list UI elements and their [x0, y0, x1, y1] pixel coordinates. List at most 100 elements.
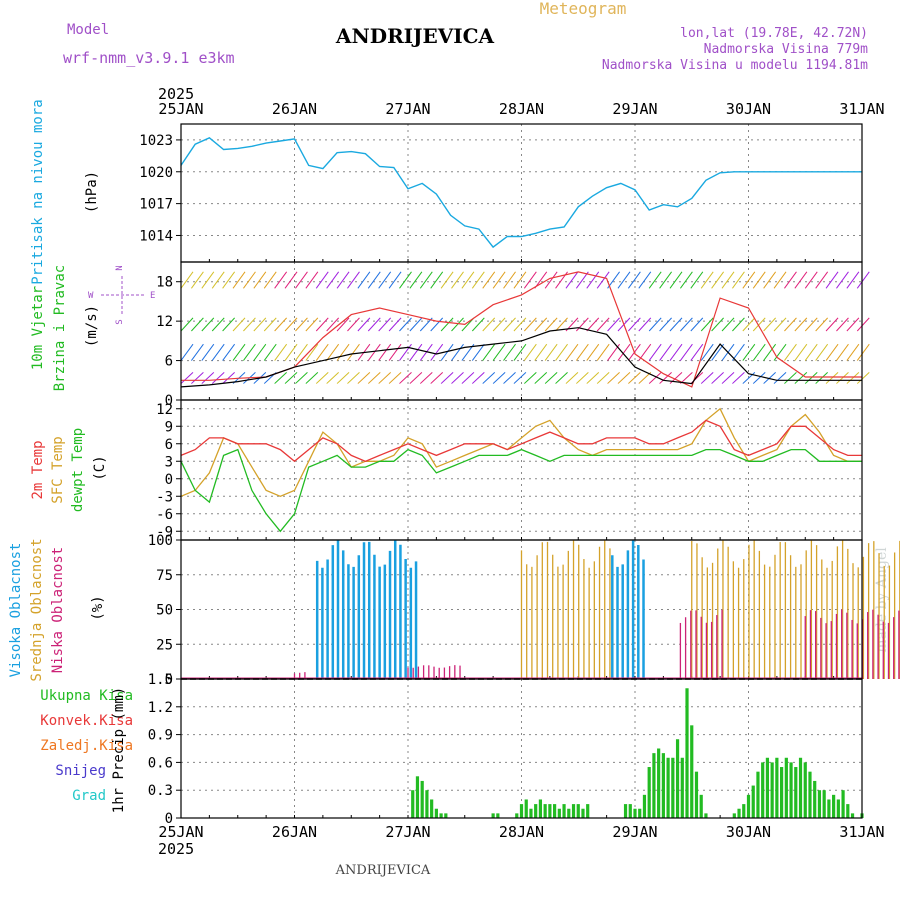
- wind-arrow: [232, 271, 246, 289]
- legend-grad: Grad: [72, 788, 106, 804]
- wind-arrow: [326, 343, 340, 361]
- wind-arrow: [451, 343, 464, 361]
- wind-arrow: [336, 317, 350, 332]
- wind-arrow: [523, 317, 537, 332]
- panel-precip: 0 0.3 0.6 0.9 1.2 1.5: [148, 672, 864, 827]
- ytick-label-2: 0.6: [148, 755, 173, 771]
- precip-bar: [425, 790, 429, 818]
- wind-arrow: [347, 317, 360, 332]
- precip-bar: [647, 767, 651, 818]
- wind-arrow: [794, 343, 808, 361]
- wind-arrow: [794, 271, 808, 289]
- wind-arrow: [638, 271, 652, 289]
- wind-arrow: [211, 372, 225, 384]
- wind-arrow: [596, 343, 610, 361]
- wind-arrow: [492, 317, 506, 332]
- top-date-5: 30JAN: [726, 100, 771, 118]
- wind-arrow: [295, 343, 308, 361]
- top-date-0: 25JAN: [158, 100, 203, 118]
- wind-arrow: [243, 343, 256, 361]
- page-title: ANDRIJEVICA: [335, 24, 495, 48]
- ytick-label-6: 9: [165, 419, 173, 435]
- wind-arrow: [700, 271, 714, 289]
- precip-bar: [529, 808, 533, 818]
- precip-bar: [822, 790, 826, 818]
- wind-arrow: [523, 343, 537, 361]
- wind-arrow: [773, 317, 787, 332]
- wind-arrow: [804, 317, 818, 332]
- wind-arrow: [711, 317, 724, 332]
- ytick-label-2: 12: [156, 314, 173, 330]
- wind-arrow: [191, 271, 204, 289]
- ytick-label-0: -9: [156, 524, 173, 540]
- precip-bar: [623, 804, 628, 818]
- wind-arrow: [451, 271, 464, 289]
- precip-bar: [666, 757, 670, 818]
- temp-label-sfc: SFC Temp: [50, 436, 66, 503]
- cloud-ylabel: (%): [90, 595, 106, 620]
- wind-arrow: [628, 317, 641, 332]
- temp-ylabel: (C): [92, 455, 108, 480]
- wind-arrow: [555, 343, 568, 361]
- wind-arrow: [180, 317, 194, 332]
- top-date-1: 26JAN: [272, 100, 317, 118]
- ytick-label-1: -6: [156, 507, 173, 523]
- wind-arrow: [669, 271, 683, 289]
- ytick-label-2: -3: [156, 489, 173, 505]
- model-name: wrf-nmm_v3.9.1 e3km: [63, 49, 235, 67]
- wind-arrow: [232, 343, 246, 361]
- bottom-date-0: 25JAN: [158, 823, 203, 841]
- wind-arrow: [201, 317, 215, 332]
- pressure-line: [180, 136, 862, 249]
- wind-arrow: [815, 343, 829, 361]
- precip-bar: [846, 804, 850, 818]
- wind-arrow: [461, 372, 475, 384]
- wind-arrow: [315, 271, 329, 289]
- wind-arrow: [513, 317, 527, 332]
- precip-bar: [557, 808, 561, 818]
- wind-arrow: [357, 271, 371, 289]
- wind-arrow: [482, 343, 496, 361]
- precip-bar: [751, 785, 755, 818]
- ytick-label-1: 25: [156, 637, 173, 653]
- wind-arrow: [648, 372, 662, 384]
- legend-ukupna: Ukupna Kisa: [40, 688, 133, 704]
- wind-arrow: [222, 271, 236, 289]
- precip-bar: [491, 813, 495, 818]
- elevation-label: Nadmorska Visina 779m: [704, 42, 869, 57]
- top-date-2: 27JAN: [385, 100, 430, 118]
- wind-arrow: [482, 271, 496, 289]
- ytick-label-4: 3: [165, 454, 173, 470]
- precip-bar: [798, 757, 803, 818]
- legend-snijeg: Snijeg: [55, 763, 106, 779]
- precip-bar: [439, 813, 443, 818]
- wind-arrow: [575, 343, 589, 361]
- temp-label-2m: 2m Temp: [30, 440, 46, 499]
- wind-arrow: [638, 372, 652, 384]
- ytick-label-1: 6: [165, 354, 173, 370]
- wind-arrow: [544, 271, 558, 289]
- wind-arrow: [659, 372, 672, 384]
- panel-frame-1: [180, 261, 863, 401]
- precip-bar: [444, 813, 448, 818]
- precip-bar: [633, 808, 637, 818]
- precip-bar: [690, 725, 694, 818]
- wind-arrow: [274, 343, 288, 361]
- wind-arrow: [305, 317, 319, 332]
- precip-bar: [434, 808, 438, 818]
- wind-arrow: [336, 343, 350, 361]
- precip-legend: Ukupna Kisa Konvek.Kisa Zaledj.Kisa Snij…: [40, 688, 133, 804]
- temp-label-dewpt: dewpt Temp: [70, 428, 86, 512]
- precip-bar: [742, 804, 746, 818]
- cloud-label-mid: Srednja Oblacnost: [29, 538, 45, 681]
- wind-arrow: [555, 372, 568, 384]
- wind-arrow: [191, 372, 204, 384]
- wind-arrow: [440, 343, 454, 361]
- wind-arrow: [825, 343, 839, 361]
- precip-bar: [538, 799, 543, 818]
- panel-clouds: 0 25 50 75 100: [148, 533, 900, 688]
- precip-bar: [850, 813, 855, 818]
- cloud-label-low: Niska Oblacnost: [50, 547, 66, 673]
- wind-arrow: [180, 372, 194, 384]
- wind-arrow: [347, 271, 360, 289]
